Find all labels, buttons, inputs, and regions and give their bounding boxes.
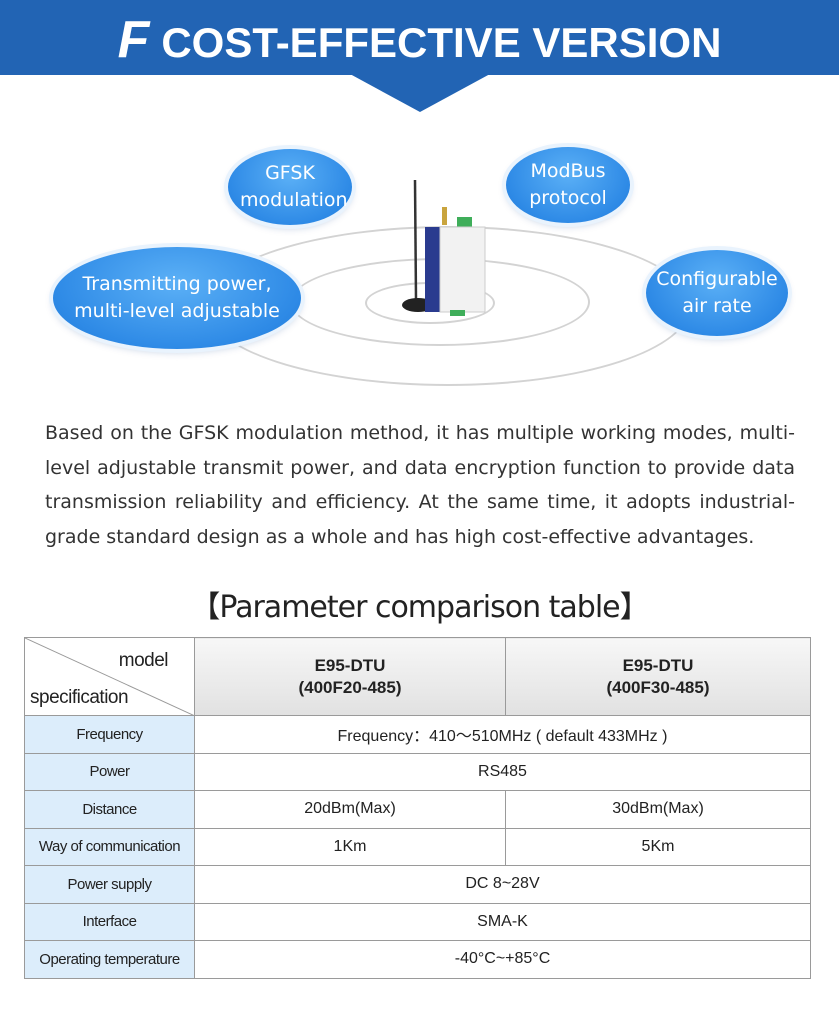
row-label: Operating temperature: [24, 940, 195, 979]
corner-cell: model specification: [24, 637, 195, 716]
row-value: 30dBm(Max): [505, 790, 811, 829]
banner-pointer: [350, 74, 490, 112]
feature-bubble-power: Transmitting power, multi-level adjustab…: [53, 247, 301, 349]
model-variant: (400F30-485): [606, 677, 710, 697]
model-variant: (400F20-485): [298, 677, 402, 697]
table-row: Power supply DC 8~28V: [24, 865, 811, 904]
dtu-device-image: [402, 179, 486, 316]
table-header-row: model specification E95-DTU (400F20-485) …: [24, 637, 811, 716]
model-name: E95-DTU: [314, 655, 386, 675]
row-value: -40°C~+85°C: [194, 940, 811, 979]
model-name: E95-DTU: [622, 655, 694, 675]
feature-bubble-gfsk: GFSK modulation: [228, 149, 352, 225]
banner-title: F COST-EFFECTIVE VERSION: [0, 10, 839, 70]
corner-model-label: model: [118, 650, 169, 671]
model-header: E95-DTU (400F30-485): [505, 637, 811, 716]
feature-bubble-modbus: ModBus protocol: [506, 147, 630, 223]
table-row: Way of communication 1Km 5Km: [24, 827, 811, 866]
model-header: E95-DTU (400F20-485): [194, 637, 506, 716]
description-text: Based on the GFSK modulation method, it …: [45, 422, 795, 548]
row-label: Way of communication: [24, 827, 195, 866]
row-label: Power: [24, 752, 195, 791]
table-row: Frequency Frequency：410～510MHz ( default …: [24, 715, 811, 754]
table-row: Interface SMA-K: [24, 902, 811, 941]
row-value: DC 8~28V: [194, 865, 811, 904]
row-value: 1Km: [194, 827, 506, 866]
feature-bubble-airrate: Configurable air rate: [646, 250, 788, 336]
row-value: 20dBm(Max): [194, 790, 506, 829]
row-value: SMA-K: [194, 902, 811, 941]
row-label: Interface: [24, 902, 195, 941]
header-banner: [0, 0, 839, 75]
corner-spec-label: specification: [30, 687, 129, 708]
row-label: Frequency: [24, 715, 195, 754]
banner-letter: F: [117, 11, 150, 69]
table-row: Distance 20dBm(Max) 30dBm(Max): [24, 790, 811, 829]
row-label: Power supply: [24, 865, 195, 904]
row-label: Distance: [24, 790, 195, 829]
table-row: Operating temperature -40°C~+85°C: [24, 940, 811, 979]
table-row: Power RS485: [24, 752, 811, 791]
row-value: 5Km: [505, 827, 811, 866]
row-value: Frequency：410～510MHz ( default 433MHz ): [194, 715, 811, 754]
row-value: RS485: [194, 752, 811, 791]
parameter-table: model specification E95-DTU (400F20-485) …: [24, 637, 811, 979]
banner-text: COST-EFFECTIVE VERSION: [161, 19, 722, 66]
table-title: 【Parameter comparison table】: [190, 590, 649, 625]
